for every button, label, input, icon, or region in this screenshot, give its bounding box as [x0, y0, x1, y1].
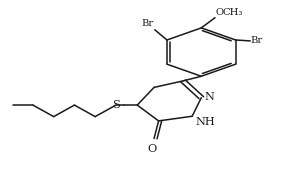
- Text: NH: NH: [195, 117, 215, 127]
- Text: S: S: [113, 100, 121, 110]
- Text: Br: Br: [251, 36, 263, 45]
- Text: O: O: [216, 8, 224, 17]
- Text: Br: Br: [141, 19, 153, 28]
- Text: N: N: [205, 92, 215, 102]
- Text: O: O: [148, 144, 157, 154]
- Text: CH₃: CH₃: [223, 8, 243, 17]
